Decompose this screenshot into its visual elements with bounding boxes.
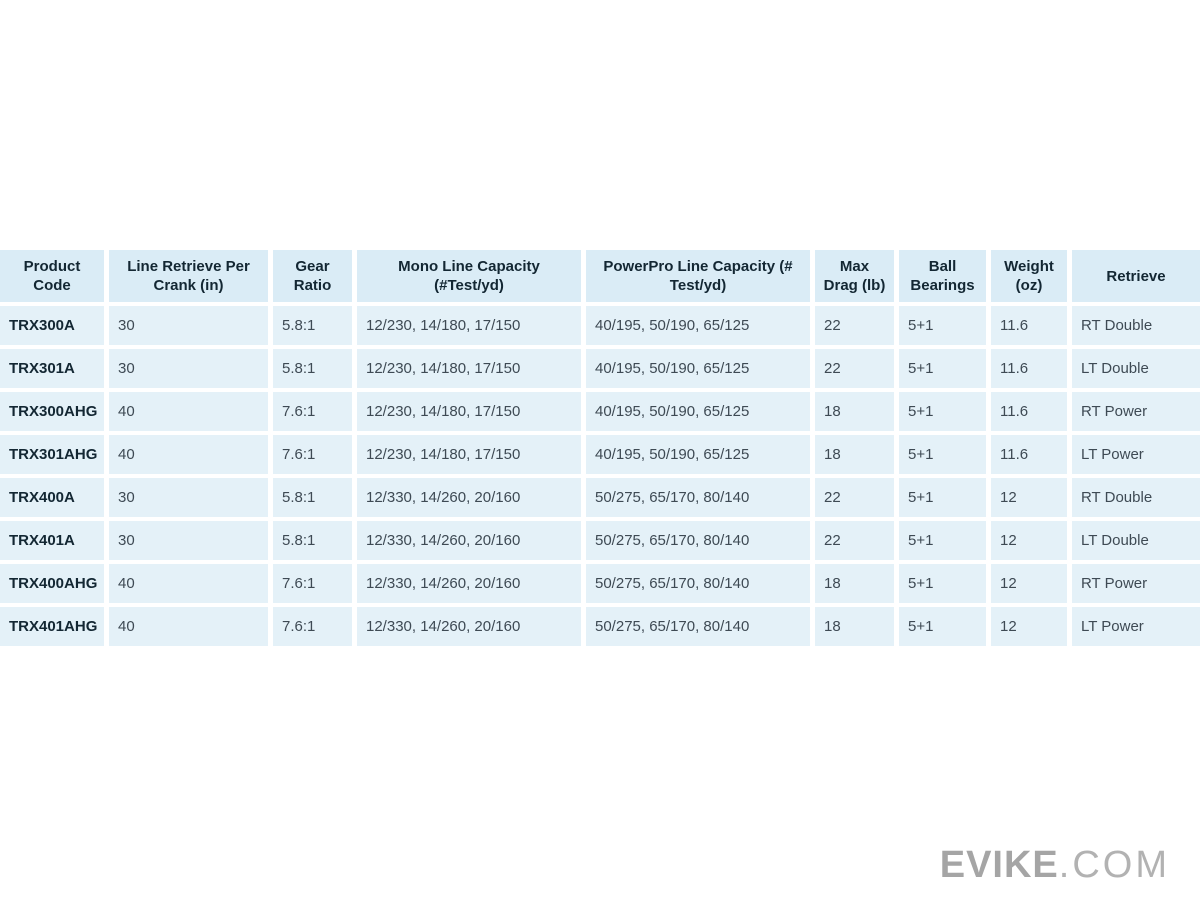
cell-mono-capacity: 12/330, 14/260, 20/160 [357, 478, 581, 517]
cell-mono-capacity: 12/230, 14/180, 17/150 [357, 349, 581, 388]
cell-weight: 12 [991, 521, 1067, 560]
table-row: TRX400A 30 5.8:1 12/330, 14/260, 20/160 … [0, 478, 1200, 517]
cell-weight: 11.6 [991, 306, 1067, 345]
col-header-mono-capacity: Mono Line Capacity (#Test/yd) [357, 250, 581, 302]
cell-max-drag: 22 [815, 349, 894, 388]
col-header-line-retrieve: Line Retrieve Per Crank (in) [109, 250, 268, 302]
cell-retrieve: LT Power [1072, 435, 1200, 474]
cell-max-drag: 18 [815, 392, 894, 431]
cell-powerpro-capacity: 50/275, 65/170, 80/140 [586, 478, 810, 517]
col-header-product-code: Product Code [0, 250, 104, 302]
cell-ball-bearings: 5+1 [899, 306, 986, 345]
cell-product-code: TRX300AHG [0, 392, 104, 431]
cell-gear-ratio: 7.6:1 [273, 607, 352, 646]
cell-line-retrieve: 40 [109, 392, 268, 431]
cell-product-code: TRX400A [0, 478, 104, 517]
header-row: Product Code Line Retrieve Per Crank (in… [0, 250, 1200, 302]
product-spec-table: Product Code Line Retrieve Per Crank (in… [0, 246, 1200, 650]
cell-product-code: TRX301AHG [0, 435, 104, 474]
cell-line-retrieve: 30 [109, 521, 268, 560]
cell-ball-bearings: 5+1 [899, 435, 986, 474]
cell-powerpro-capacity: 50/275, 65/170, 80/140 [586, 607, 810, 646]
cell-retrieve: RT Double [1072, 478, 1200, 517]
cell-mono-capacity: 12/230, 14/180, 17/150 [357, 392, 581, 431]
col-header-weight: Weight (oz) [991, 250, 1067, 302]
col-header-retrieve: Retrieve [1072, 250, 1200, 302]
cell-line-retrieve: 40 [109, 607, 268, 646]
cell-weight: 12 [991, 478, 1067, 517]
cell-retrieve: RT Double [1072, 306, 1200, 345]
cell-gear-ratio: 5.8:1 [273, 521, 352, 560]
cell-max-drag: 18 [815, 435, 894, 474]
cell-product-code: TRX401AHG [0, 607, 104, 646]
cell-ball-bearings: 5+1 [899, 349, 986, 388]
cell-gear-ratio: 7.6:1 [273, 392, 352, 431]
table-row: TRX301AHG 40 7.6:1 12/230, 14/180, 17/15… [0, 435, 1200, 474]
cell-powerpro-capacity: 40/195, 50/190, 65/125 [586, 435, 810, 474]
cell-ball-bearings: 5+1 [899, 392, 986, 431]
cell-ball-bearings: 5+1 [899, 564, 986, 603]
cell-gear-ratio: 5.8:1 [273, 478, 352, 517]
table-row: TRX301A 30 5.8:1 12/230, 14/180, 17/150 … [0, 349, 1200, 388]
cell-retrieve: LT Power [1072, 607, 1200, 646]
cell-product-code: TRX301A [0, 349, 104, 388]
table-row: TRX300A 30 5.8:1 12/230, 14/180, 17/150 … [0, 306, 1200, 345]
cell-powerpro-capacity: 40/195, 50/190, 65/125 [586, 306, 810, 345]
cell-max-drag: 22 [815, 478, 894, 517]
col-header-ball-bearings: Ball Bearings [899, 250, 986, 302]
cell-mono-capacity: 12/330, 14/260, 20/160 [357, 607, 581, 646]
cell-ball-bearings: 5+1 [899, 607, 986, 646]
cell-weight: 11.6 [991, 435, 1067, 474]
cell-powerpro-capacity: 40/195, 50/190, 65/125 [586, 392, 810, 431]
cell-powerpro-capacity: 50/275, 65/170, 80/140 [586, 521, 810, 560]
cell-line-retrieve: 30 [109, 478, 268, 517]
cell-retrieve: LT Double [1072, 521, 1200, 560]
col-header-max-drag: Max Drag (lb) [815, 250, 894, 302]
cell-product-code: TRX401A [0, 521, 104, 560]
cell-mono-capacity: 12/230, 14/180, 17/150 [357, 306, 581, 345]
evike-watermark-light-text: .COM [1058, 844, 1170, 886]
cell-mono-capacity: 12/330, 14/260, 20/160 [357, 564, 581, 603]
table-row: TRX401A 30 5.8:1 12/330, 14/260, 20/160 … [0, 521, 1200, 560]
cell-line-retrieve: 30 [109, 306, 268, 345]
cell-weight: 11.6 [991, 349, 1067, 388]
evike-watermark-bold-text: EVIKE [939, 844, 1059, 886]
cell-weight: 12 [991, 564, 1067, 603]
cell-gear-ratio: 5.8:1 [273, 349, 352, 388]
table-row: TRX300AHG 40 7.6:1 12/230, 14/180, 17/15… [0, 392, 1200, 431]
cell-max-drag: 22 [815, 306, 894, 345]
cell-line-retrieve: 40 [109, 435, 268, 474]
cell-retrieve: LT Double [1072, 349, 1200, 388]
cell-ball-bearings: 5+1 [899, 478, 986, 517]
cell-powerpro-capacity: 50/275, 65/170, 80/140 [586, 564, 810, 603]
table-row: TRX400AHG 40 7.6:1 12/330, 14/260, 20/16… [0, 564, 1200, 603]
table-row: TRX401AHG 40 7.6:1 12/330, 14/260, 20/16… [0, 607, 1200, 646]
cell-line-retrieve: 40 [109, 564, 268, 603]
cell-max-drag: 18 [815, 564, 894, 603]
cell-gear-ratio: 7.6:1 [273, 564, 352, 603]
cell-product-code: TRX400AHG [0, 564, 104, 603]
col-header-powerpro-capacity: PowerPro Line Capacity (# Test/yd) [586, 250, 810, 302]
cell-line-retrieve: 30 [109, 349, 268, 388]
cell-product-code: TRX300A [0, 306, 104, 345]
cell-retrieve: RT Power [1072, 564, 1200, 603]
cell-ball-bearings: 5+1 [899, 521, 986, 560]
cell-gear-ratio: 7.6:1 [273, 435, 352, 474]
evike-watermark: EVIKE.COM [940, 846, 1170, 884]
cell-gear-ratio: 5.8:1 [273, 306, 352, 345]
spec-table-wrap: Product Code Line Retrieve Per Crank (in… [0, 246, 1200, 650]
cell-max-drag: 22 [815, 521, 894, 560]
cell-mono-capacity: 12/330, 14/260, 20/160 [357, 521, 581, 560]
cell-max-drag: 18 [815, 607, 894, 646]
col-header-gear-ratio: Gear Ratio [273, 250, 352, 302]
cell-weight: 12 [991, 607, 1067, 646]
cell-powerpro-capacity: 40/195, 50/190, 65/125 [586, 349, 810, 388]
cell-retrieve: RT Power [1072, 392, 1200, 431]
cell-weight: 11.6 [991, 392, 1067, 431]
cell-mono-capacity: 12/230, 14/180, 17/150 [357, 435, 581, 474]
